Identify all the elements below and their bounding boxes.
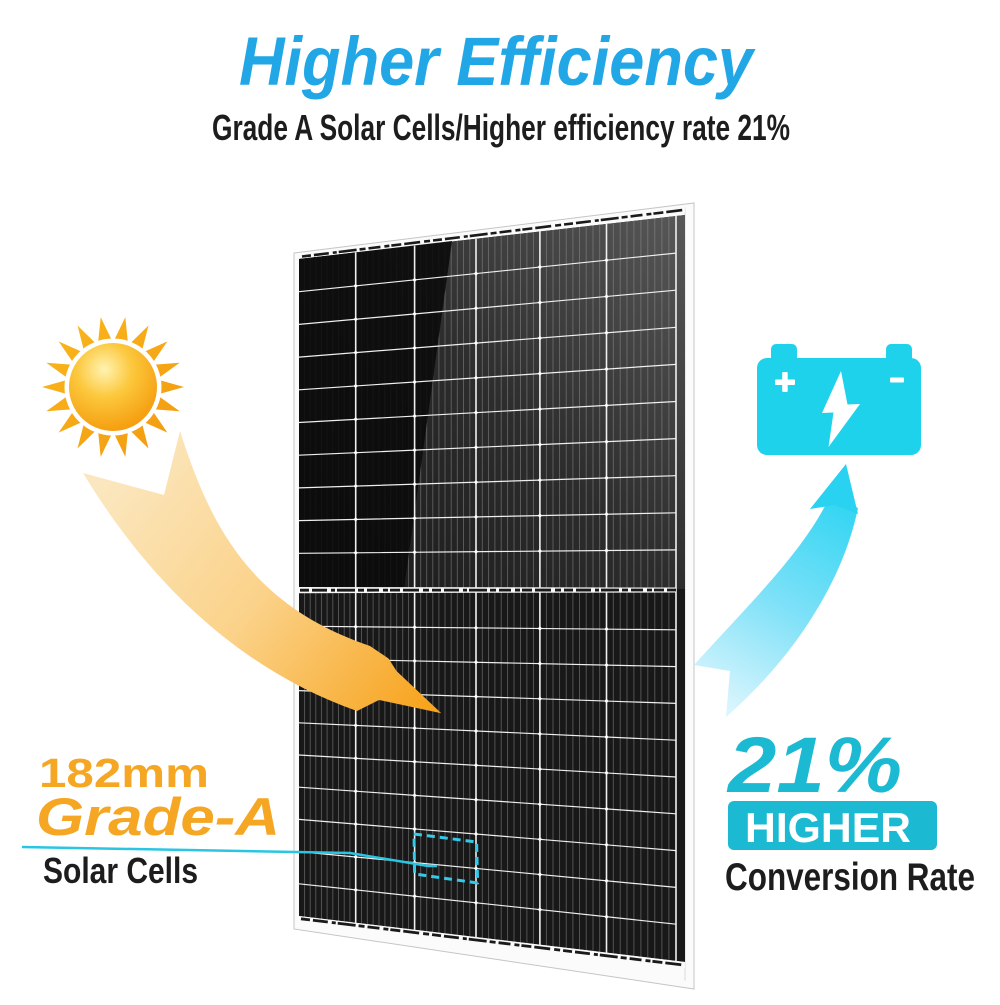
svg-text:Grade A Solar Cells/Higher eff: Grade A Solar Cells/Higher efficiency ra… [212,107,790,148]
svg-text:21%: 21% [726,720,902,809]
svg-text:HIGHER: HIGHER [745,804,911,851]
svg-text:Higher Efficiency: Higher Efficiency [239,23,756,100]
svg-text:Conversion Rate: Conversion Rate [725,856,975,899]
svg-text:Solar Cells: Solar Cells [43,850,198,891]
svg-text:Grade-A: Grade-A [36,788,280,847]
